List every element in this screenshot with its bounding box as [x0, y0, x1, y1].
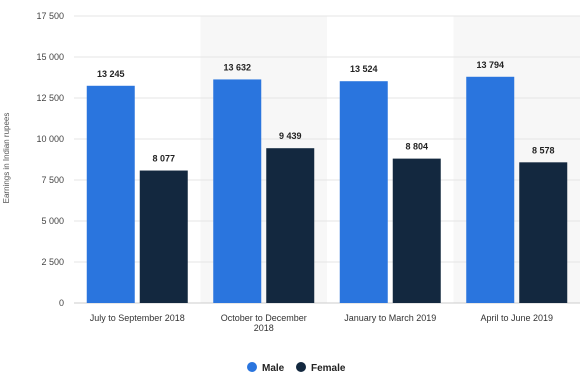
y-tick-label: 7 500	[41, 175, 64, 185]
x-category-label: January to March 2019	[344, 313, 436, 323]
data-label: 13 794	[476, 60, 504, 70]
bar-female[interactable]	[519, 162, 568, 303]
y-tick-label: 12 500	[36, 93, 64, 103]
legend-marker-female[interactable]	[296, 362, 306, 372]
bar-female[interactable]	[392, 158, 441, 303]
data-label: 13 632	[223, 62, 251, 72]
data-label: 8 578	[532, 145, 555, 155]
bar-male[interactable]	[466, 76, 515, 303]
data-label: 8 804	[405, 142, 428, 152]
legend-label-female[interactable]: Female	[311, 363, 346, 374]
x-category-label: April to June 2019	[480, 313, 553, 323]
legend-marker-male[interactable]	[247, 362, 257, 372]
y-tick-label: 15 000	[36, 52, 64, 62]
y-axis-title: Earnings in Indian rupees	[2, 113, 11, 204]
bar-male[interactable]	[339, 81, 388, 304]
data-label: 9 439	[279, 131, 302, 141]
y-tick-label: 5 000	[41, 216, 64, 226]
bar-female[interactable]	[139, 170, 188, 303]
y-tick-label: 0	[59, 298, 64, 308]
data-label: 13 524	[350, 64, 378, 74]
x-category-label: October to December 2018	[221, 313, 307, 333]
y-tick-label: 10 000	[36, 134, 64, 144]
y-tick-label: 17 500	[36, 11, 64, 21]
data-label: 13 245	[97, 69, 125, 79]
x-category-label: July to September 2018	[90, 313, 185, 323]
bar-male[interactable]	[86, 85, 135, 303]
y-tick-label: 2 500	[41, 257, 64, 267]
data-label: 8 077	[152, 154, 175, 164]
bar-female[interactable]	[266, 148, 315, 303]
legend-label-male[interactable]: Male	[262, 363, 285, 374]
bar-male[interactable]	[213, 79, 262, 303]
